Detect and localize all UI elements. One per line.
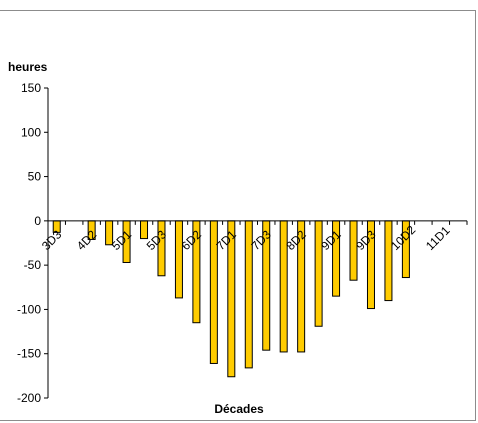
bar bbox=[174, 220, 183, 299]
y-tick-label: -200 bbox=[17, 391, 41, 405]
y-tick-label: -100 bbox=[17, 302, 41, 316]
x-tick-label: 11D1 bbox=[423, 223, 453, 253]
y-tick-label: -50 bbox=[24, 258, 42, 272]
y-tick-label: 150 bbox=[21, 81, 41, 95]
chart-frame bbox=[0, 10, 476, 421]
y-tick-label: 0 bbox=[34, 214, 41, 228]
bar bbox=[314, 220, 323, 327]
x-tick-label: 4D2 bbox=[74, 227, 100, 253]
y-tick-label: 50 bbox=[28, 170, 42, 184]
y-tick-label: -150 bbox=[17, 347, 41, 361]
x-tick-label: 3D3 bbox=[39, 227, 65, 253]
bar bbox=[140, 220, 149, 240]
y-tick-label: 100 bbox=[21, 125, 41, 139]
bar bbox=[349, 220, 358, 281]
x-axis-label: Décades bbox=[214, 402, 264, 416]
bar bbox=[384, 220, 393, 302]
y-axis-label: heures bbox=[8, 60, 48, 74]
